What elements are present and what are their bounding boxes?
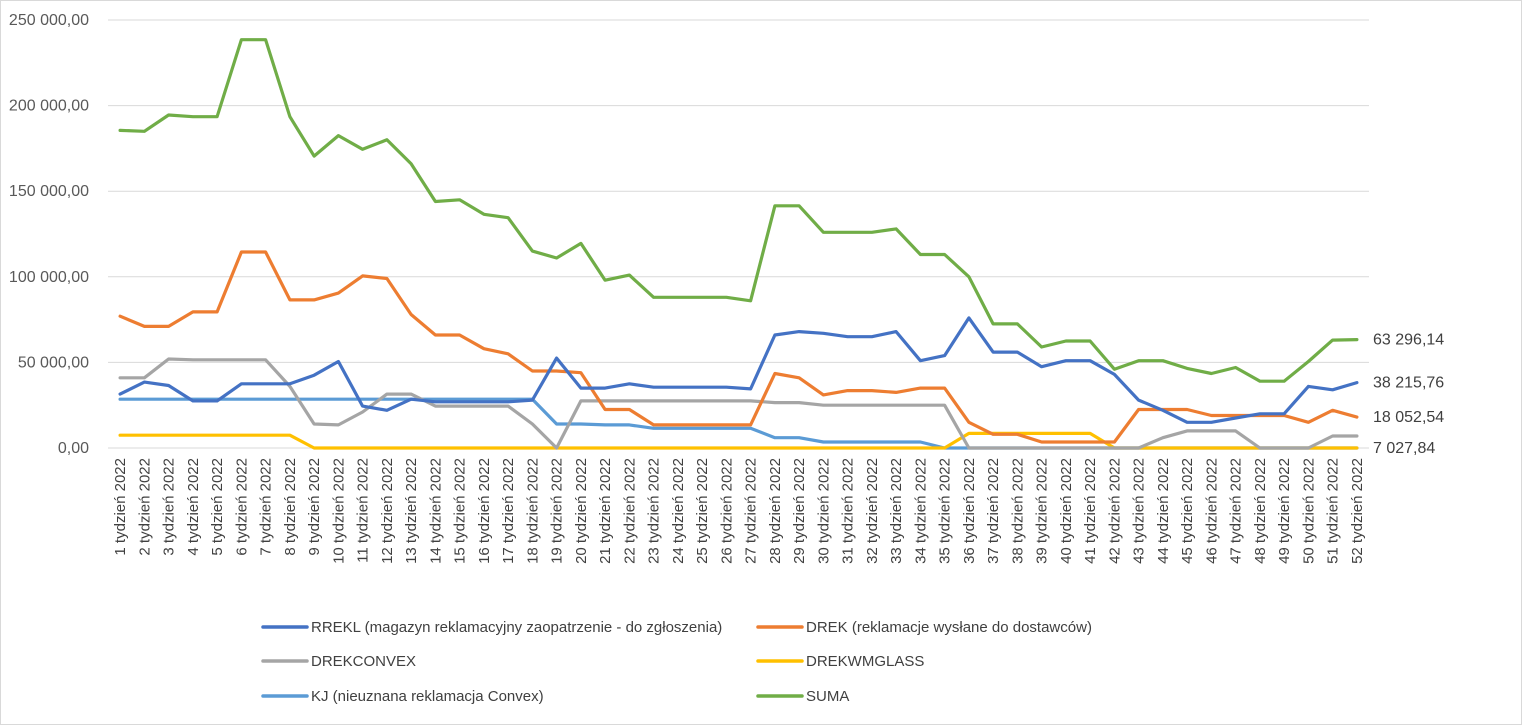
x-tick-label: 4 tydzień 2022 bbox=[185, 458, 202, 556]
x-tick-label: 39 tydzień 2022 bbox=[1034, 458, 1051, 564]
y-tick-label: 200 000,00 bbox=[9, 98, 89, 115]
series-line bbox=[118, 316, 1359, 424]
x-tick-label: 15 tydzień 2022 bbox=[452, 458, 469, 564]
x-tick-label: 34 tydzień 2022 bbox=[912, 458, 929, 564]
end-value-label: 18 052,54 bbox=[1373, 409, 1444, 426]
series-line bbox=[118, 38, 1359, 383]
x-tick-label: 42 tydzień 2022 bbox=[1106, 458, 1123, 564]
x-tick-label: 5 tydzień 2022 bbox=[209, 458, 226, 556]
x-tick-label: 33 tydzień 2022 bbox=[888, 458, 905, 564]
x-tick-label: 23 tydzień 2022 bbox=[646, 458, 663, 564]
x-tick-label: 26 tydzień 2022 bbox=[718, 458, 735, 564]
x-tick-label: 45 tydzień 2022 bbox=[1179, 458, 1196, 564]
x-tick-label: 52 tydzień 2022 bbox=[1349, 458, 1366, 564]
legend: RREKL (magazyn reklamacyjny zaopatrzenie… bbox=[261, 619, 1092, 705]
x-tick-label: 43 tydzień 2022 bbox=[1131, 458, 1148, 564]
x-tick-label: 25 tydzień 2022 bbox=[694, 458, 711, 564]
x-tick-label: 2 tydzień 2022 bbox=[136, 458, 153, 556]
x-tick-label: 35 tydzień 2022 bbox=[937, 458, 954, 564]
x-tick-label: 16 tydzień 2022 bbox=[476, 458, 493, 564]
x-tick-label: 18 tydzień 2022 bbox=[524, 458, 541, 564]
x-tick-label: 22 tydzień 2022 bbox=[621, 458, 638, 564]
x-tick-label: 48 tydzień 2022 bbox=[1252, 458, 1269, 564]
x-tick-label: 37 tydzień 2022 bbox=[985, 458, 1002, 564]
x-tick-label: 30 tydzień 2022 bbox=[815, 458, 832, 564]
x-tick-label: 17 tydzień 2022 bbox=[500, 458, 517, 564]
x-tick-label: 32 tydzień 2022 bbox=[864, 458, 881, 564]
x-tick-label: 44 tydzień 2022 bbox=[1155, 458, 1172, 564]
y-tick-label: 0,00 bbox=[58, 440, 89, 457]
x-tick-label: 8 tydzień 2022 bbox=[282, 458, 299, 556]
x-tick-label: 7 tydzień 2022 bbox=[258, 458, 275, 556]
x-tick-label: 38 tydzień 2022 bbox=[1009, 458, 1026, 564]
x-tick-label: 28 tydzień 2022 bbox=[767, 458, 784, 564]
y-tick-label: 250 000,00 bbox=[9, 12, 89, 29]
x-tick-label: 40 tydzień 2022 bbox=[1058, 458, 1075, 564]
gridlines bbox=[108, 19, 1369, 449]
x-tick-label: 10 tydzień 2022 bbox=[330, 458, 347, 564]
x-tick-label: 27 tydzień 2022 bbox=[743, 458, 760, 564]
series-line bbox=[118, 431, 1359, 450]
x-tick-label: 24 tydzień 2022 bbox=[670, 458, 687, 564]
x-tick-label: 46 tydzień 2022 bbox=[1203, 458, 1220, 564]
x-tick-label: 14 tydzień 2022 bbox=[427, 458, 444, 564]
x-tick-label: 13 tydzień 2022 bbox=[403, 458, 420, 564]
x-tick-label: 47 tydzień 2022 bbox=[1228, 458, 1245, 564]
end-value-label: 38 215,76 bbox=[1373, 375, 1444, 392]
end-value-label: 7 027,84 bbox=[1373, 440, 1435, 457]
x-tick-label: 51 tydzień 2022 bbox=[1325, 458, 1342, 564]
x-tick-label: 1 tydzień 2022 bbox=[112, 458, 129, 556]
legend-label: DREKWMGLASS bbox=[806, 653, 924, 670]
x-tick-label: 6 tydzień 2022 bbox=[233, 458, 250, 556]
x-tick-label: 36 tydzień 2022 bbox=[961, 458, 978, 564]
legend-label: DREKCONVEX bbox=[311, 653, 416, 670]
series-lines bbox=[118, 38, 1359, 450]
legend-label: DREK (reklamacje wysłane do dostawców) bbox=[806, 619, 1092, 636]
x-tick-label: 9 tydzień 2022 bbox=[306, 458, 323, 556]
y-tick-label: 150 000,00 bbox=[9, 183, 89, 200]
x-tick-label: 3 tydzień 2022 bbox=[161, 458, 178, 556]
x-tick-label: 11 tydzień 2022 bbox=[355, 458, 372, 563]
end-value-label: 63 296,14 bbox=[1373, 332, 1444, 349]
x-axis-ticks: 1 tydzień 2022 2 tydzień 2022 3 tydzień 20… bbox=[112, 458, 1366, 564]
x-tick-label: 12 tydzień 2022 bbox=[379, 458, 396, 564]
x-tick-label: 19 tydzień 2022 bbox=[549, 458, 566, 564]
end-value-labels: 63 296,14 38 215,76 18 052,54 7 027,84 bbox=[1373, 332, 1444, 457]
x-tick-label: 50 tydzień 2022 bbox=[1300, 458, 1317, 564]
x-tick-label: 49 tydzień 2022 bbox=[1276, 458, 1293, 564]
x-tick-label: 41 tydzień 2022 bbox=[1082, 458, 1099, 564]
y-tick-label: 100 000,00 bbox=[9, 269, 89, 286]
y-tick-label: 50 000,00 bbox=[18, 354, 89, 371]
legend-label: RREKL (magazyn reklamacyjny zaopatrzenie… bbox=[311, 619, 722, 636]
x-tick-label: 31 tydzień 2022 bbox=[840, 458, 857, 564]
series-line bbox=[118, 250, 1359, 444]
x-tick-label: 20 tydzień 2022 bbox=[573, 458, 590, 564]
y-axis-ticks: 0,00 50 000,00 100 000,00 150 000,00 200 000… bbox=[9, 12, 89, 457]
x-tick-label: 29 tydzień 2022 bbox=[791, 458, 808, 564]
x-tick-label: 21 tydzień 2022 bbox=[597, 458, 614, 564]
legend-label: KJ (nieuznana reklamacja Convex) bbox=[311, 688, 544, 705]
legend-label: SUMA bbox=[806, 688, 849, 705]
series-line bbox=[118, 357, 1359, 450]
